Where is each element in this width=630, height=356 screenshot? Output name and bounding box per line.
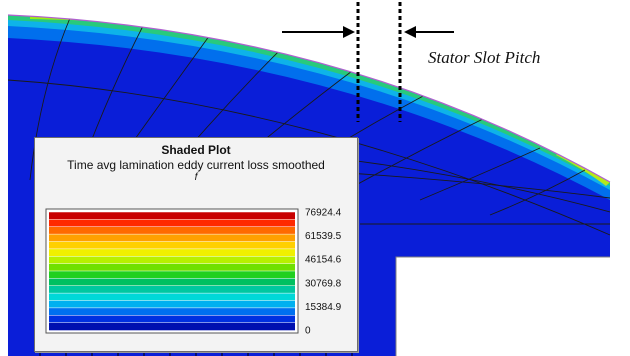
legend-title: Shaded Plot [161, 143, 231, 157]
scale-tick-label: 61539.5 [305, 231, 342, 242]
scale-tick-label: 0 [305, 326, 311, 337]
arrow-left-head [343, 26, 355, 38]
scale-tick-label: 46154.6 [305, 255, 342, 266]
mesh-radial-8 [419, 147, 541, 201]
outer-band-cyan [8, 15, 610, 200]
scale-band [49, 212, 295, 220]
scale-band [49, 226, 295, 235]
scale-band [49, 300, 295, 309]
legend-unit: f [194, 172, 198, 183]
color-scale-bar: 76924.4 61539.5 46154.6 30769.8 15384.9 0 [45, 208, 342, 337]
scale-band [49, 248, 295, 257]
mesh-radial-7 [355, 117, 486, 186]
scale-tick-label: 76924.4 [305, 208, 342, 219]
domain-outline [7, 14, 611, 183]
scale-band [49, 219, 295, 228]
mesh-radial-9 [489, 169, 586, 216]
scale-band [49, 315, 295, 323]
scale-band [49, 285, 295, 294]
mesh-arc-1 [8, 79, 610, 236]
scale-band [49, 293, 295, 301]
scale-tick-label: 15384.9 [305, 302, 342, 313]
scale-band [49, 271, 295, 279]
mesh-radial-1 [29, 17, 71, 181]
scale-band [49, 256, 295, 264]
shaded-plot-legend: Shaded Plot Time avg lamination eddy cur… [34, 137, 358, 352]
scale-band [49, 278, 295, 287]
legend-subtitle: Time avg lamination eddy current loss sm… [67, 158, 325, 172]
notch-outline [395, 256, 610, 356]
scale-band [49, 234, 295, 242]
arrow-right-head [404, 26, 416, 38]
scale-band [49, 322, 295, 331]
scale-tick-label: 30769.8 [305, 278, 342, 289]
scale-band [49, 263, 295, 272]
scale-band [49, 307, 295, 316]
slot-pitch-label: Stator Slot Pitch [428, 48, 541, 67]
notch-edge [396, 257, 404, 356]
scale-band [49, 241, 295, 250]
